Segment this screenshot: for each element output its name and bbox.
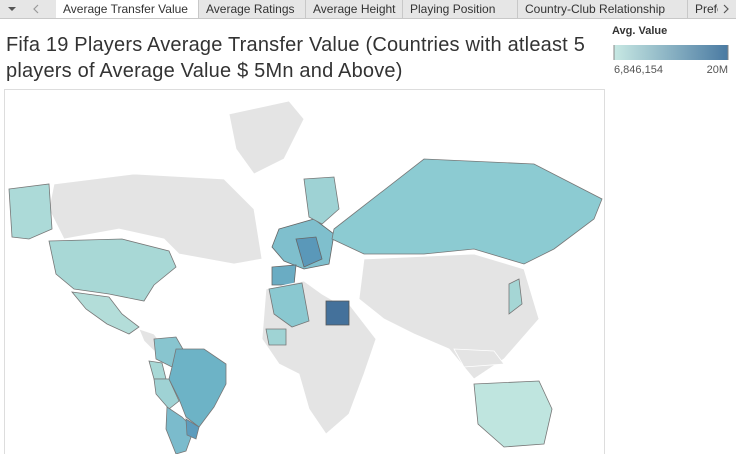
next-arrow[interactable] — [723, 4, 729, 14]
tab[interactable]: Average Ratings — [199, 0, 306, 18]
scandinavia — [303, 176, 340, 225]
uruguay — [185, 418, 200, 440]
mexico — [71, 291, 140, 335]
greenland — [228, 100, 305, 175]
tab[interactable]: Country-Club Relationship — [518, 0, 688, 18]
australia — [473, 380, 553, 448]
tab[interactable]: Average Transfer Value — [56, 0, 199, 18]
central-europe — [295, 236, 323, 268]
west-africa — [265, 328, 287, 346]
tab[interactable]: Playing Position — [403, 0, 518, 18]
land — [8, 100, 603, 454]
tab-bar: Average Transfer Value Average Ratings Ave… — [0, 0, 736, 19]
russia — [331, 158, 603, 265]
legend-title: Avg. Value — [612, 25, 668, 37]
alaska — [8, 183, 53, 240]
legend-min-label: 6,846,154 — [614, 64, 663, 76]
egypt — [325, 300, 350, 326]
legend-gradient — [614, 45, 728, 60]
peru — [153, 378, 180, 410]
canada — [48, 173, 263, 265]
legend-scale — [613, 45, 729, 60]
iberia — [271, 264, 297, 286]
legend-max-label: 20M — [706, 64, 728, 76]
tab[interactable]: Average Height — [306, 0, 403, 18]
menu-arrow[interactable] — [8, 7, 16, 11]
title: Fifa 19 Players Average Transfer Value (… — [6, 34, 586, 82]
map — [4, 89, 605, 454]
tab-controls[interactable] — [0, 0, 50, 18]
north-africa — [268, 282, 310, 328]
prev-arrow[interactable] — [33, 4, 39, 14]
japan — [508, 278, 523, 315]
usa — [48, 238, 177, 302]
next-control[interactable] — [718, 0, 734, 18]
indonesia — [453, 348, 505, 368]
asia — [358, 253, 540, 380]
tab[interactable]: Prefe — [688, 0, 736, 18]
argentina — [165, 406, 195, 454]
